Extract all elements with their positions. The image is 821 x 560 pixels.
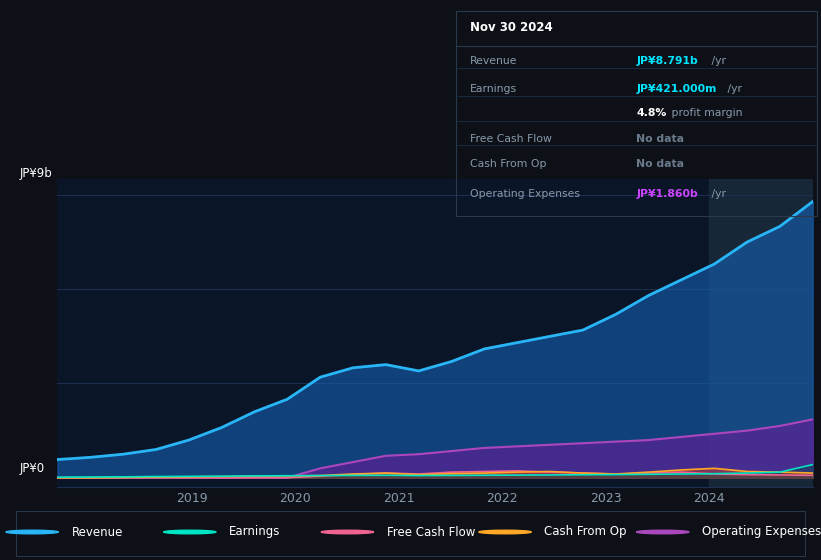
Circle shape: [479, 530, 531, 534]
Text: /yr: /yr: [708, 56, 726, 66]
FancyBboxPatch shape: [16, 511, 805, 556]
Text: No data: No data: [636, 134, 684, 144]
Text: Cash From Op: Cash From Op: [470, 160, 547, 169]
Circle shape: [321, 530, 374, 534]
Text: profit margin: profit margin: [668, 108, 742, 118]
Text: Earnings: Earnings: [229, 525, 281, 539]
Bar: [709, 179, 813, 487]
Circle shape: [636, 530, 689, 534]
Text: JP¥1.860b: JP¥1.860b: [636, 189, 698, 199]
Text: JP¥0: JP¥0: [20, 462, 45, 475]
Text: No data: No data: [636, 160, 684, 169]
Text: Revenue: Revenue: [71, 525, 123, 539]
Circle shape: [6, 530, 58, 534]
Text: Operating Expenses: Operating Expenses: [470, 189, 580, 199]
Text: /yr: /yr: [708, 189, 726, 199]
Text: Free Cash Flow: Free Cash Flow: [387, 525, 475, 539]
Text: Cash From Op: Cash From Op: [544, 525, 627, 539]
Text: 4.8%: 4.8%: [636, 108, 667, 118]
Text: Earnings: Earnings: [470, 84, 517, 94]
Text: Operating Expenses: Operating Expenses: [702, 525, 821, 539]
Text: JP¥9b: JP¥9b: [20, 167, 53, 180]
Text: Revenue: Revenue: [470, 56, 517, 66]
Text: /yr: /yr: [723, 84, 741, 94]
Text: JP¥421.000m: JP¥421.000m: [636, 84, 717, 94]
Text: Free Cash Flow: Free Cash Flow: [470, 134, 552, 144]
Text: JP¥8.791b: JP¥8.791b: [636, 56, 698, 66]
Text: Nov 30 2024: Nov 30 2024: [470, 21, 553, 34]
Circle shape: [163, 530, 216, 534]
